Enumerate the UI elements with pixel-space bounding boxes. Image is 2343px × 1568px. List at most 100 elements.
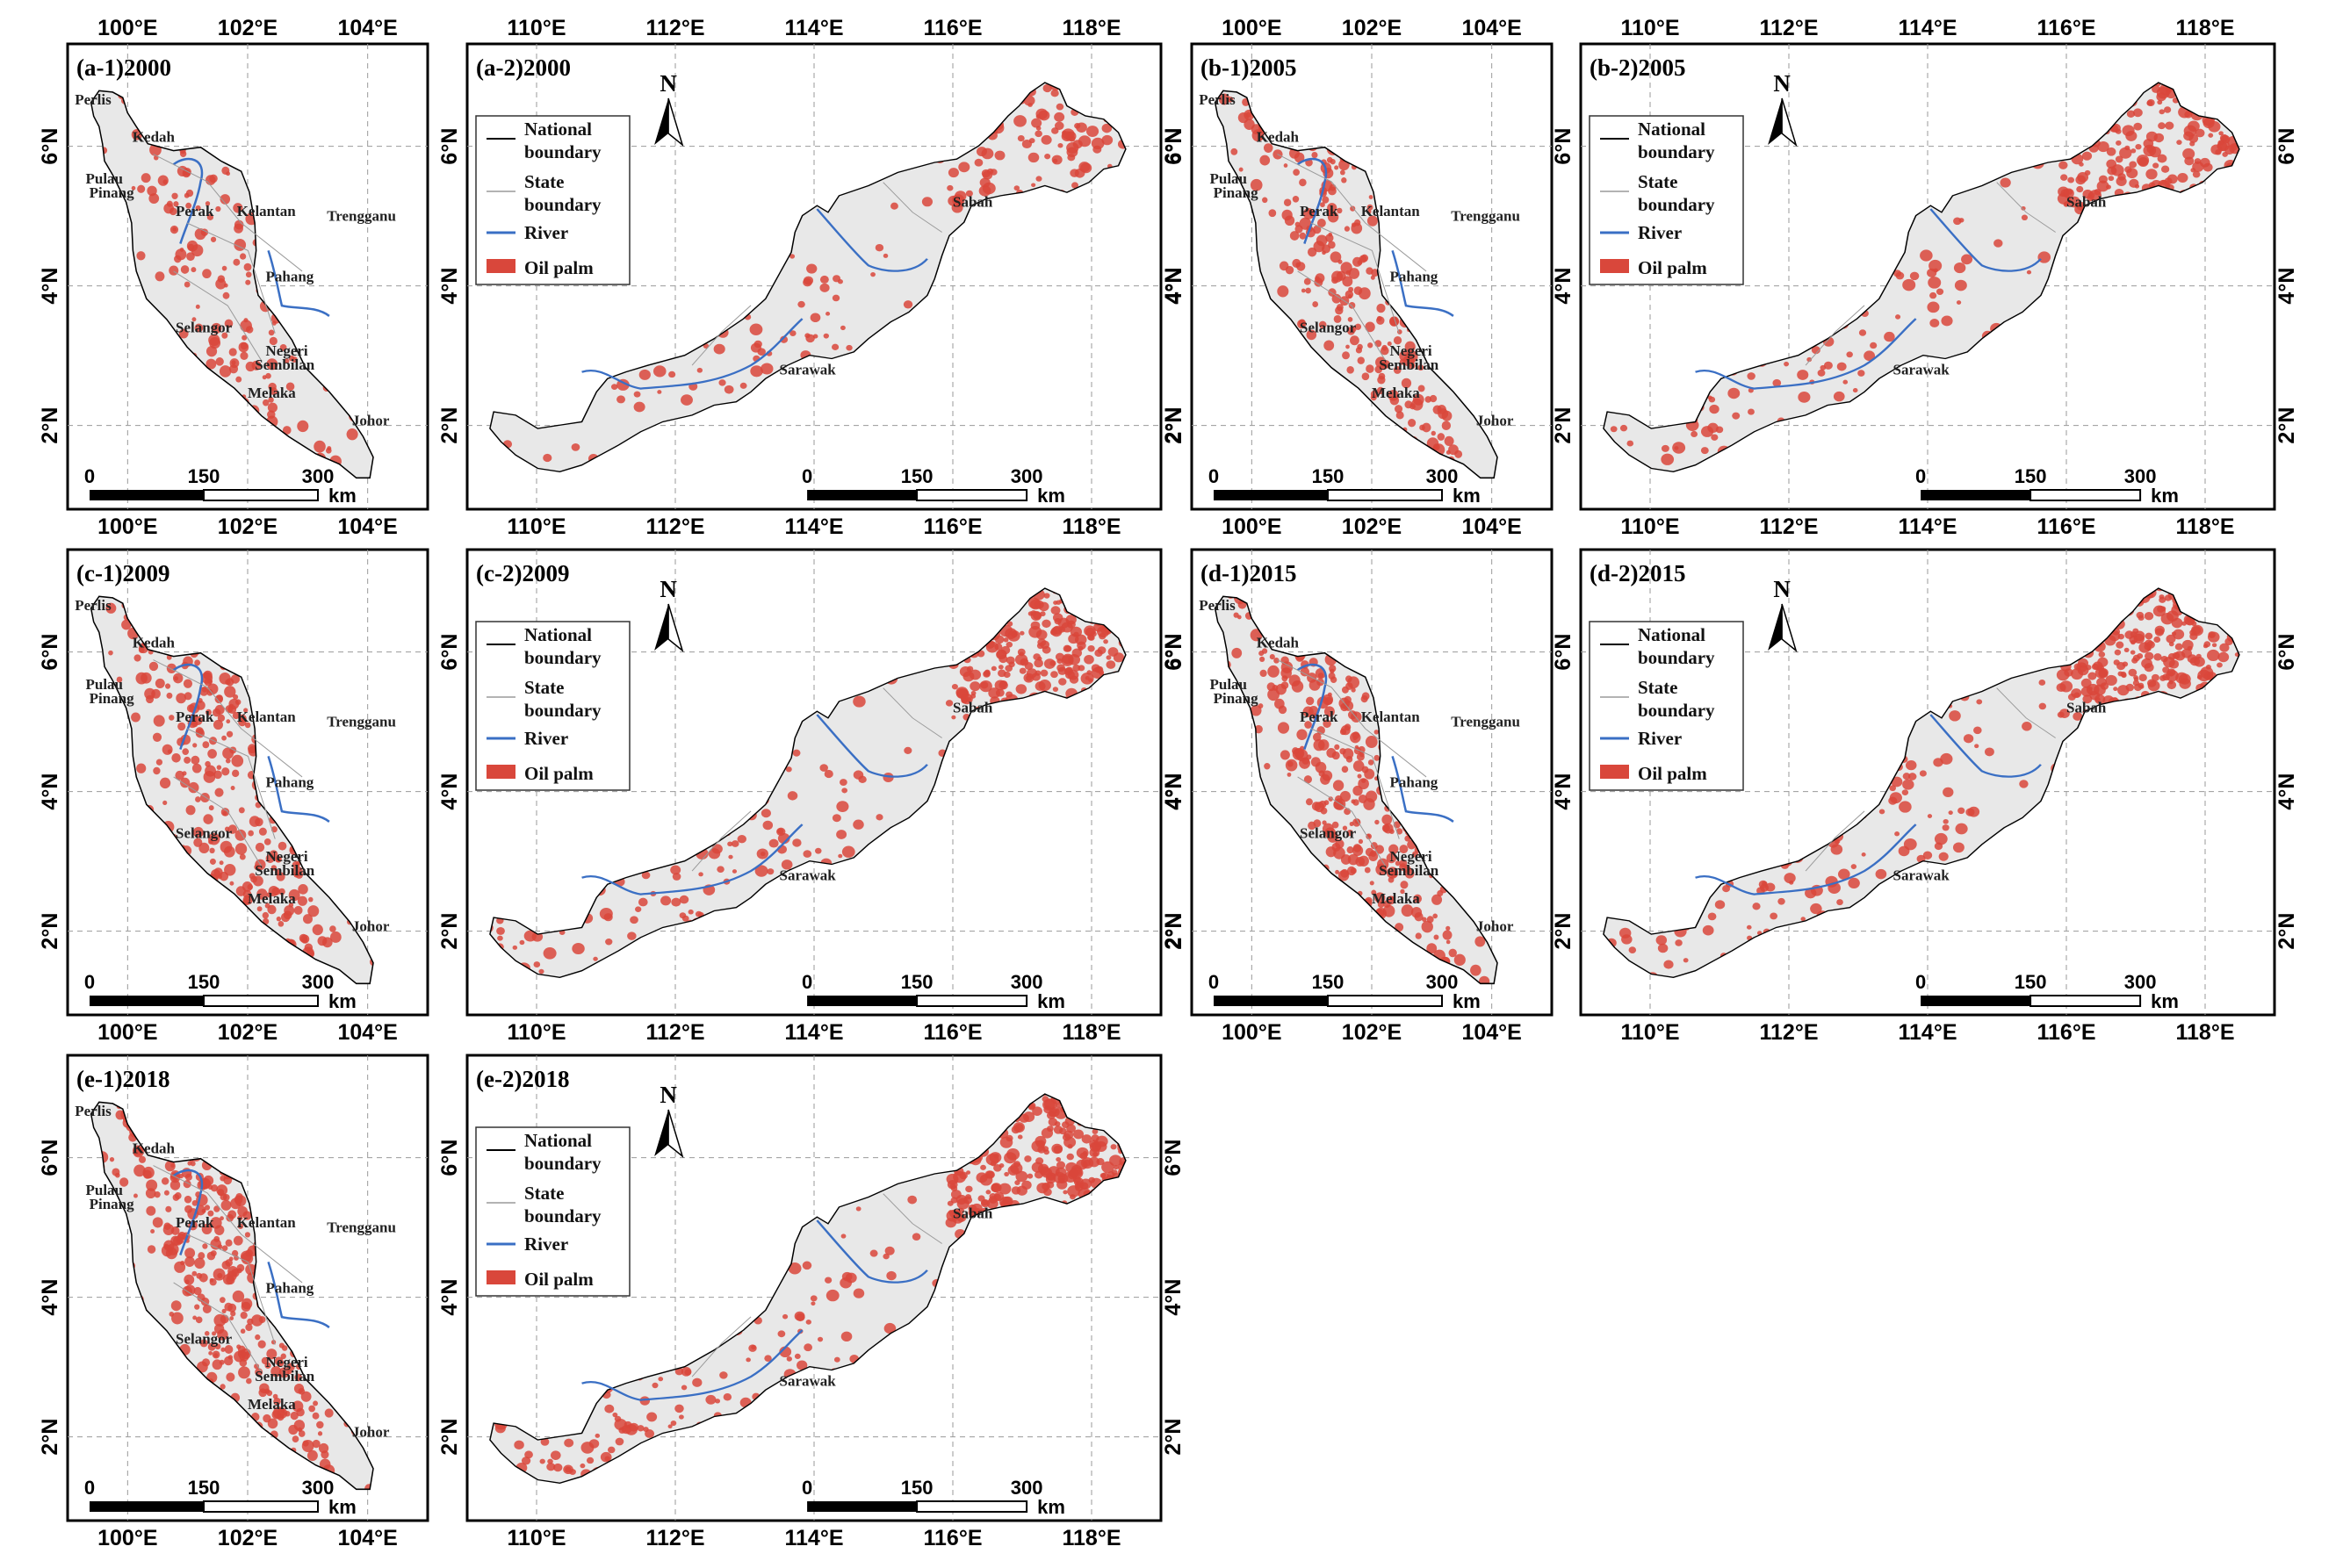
state-label: Sarawak [780,361,837,378]
scale-label: 150 [188,971,220,993]
oil-palm-patch [1269,654,1275,660]
oil-palm-patch [138,1155,147,1163]
oil-palm-patch [1758,880,1768,888]
oil-palm-patch [1357,773,1362,779]
river [1296,157,1454,317]
scale-segment-white [1327,995,1443,1007]
oil-palm-patch [1308,679,1321,691]
x-tick-label: 102°E [1342,514,1402,539]
oil-palm-patch [105,602,117,614]
oil-palm-patch [180,777,191,788]
legend-national-line1: National [1638,119,1705,140]
oil-palm-patch [166,663,177,674]
scale-label: 150 [2015,465,2047,487]
scale-unit: km [328,485,357,507]
oil-palm-patch [279,343,287,351]
oil-palm-patch [131,185,136,191]
oil-palm-patch [182,748,190,756]
oil-palm-patch [220,1384,226,1390]
oil-palm-patch [232,711,240,720]
oil-palm-patch [152,1217,163,1228]
oil-palm-patch [524,1450,533,1459]
oil-palm-patch [1278,705,1287,715]
panel-title: (a-1)2000 [76,54,171,81]
oil-palm-patch [2179,678,2191,689]
oil-palm-patch [288,888,300,902]
oil-palm-patch [213,770,222,780]
oil-palm-patch [200,793,210,803]
oil-palm-patch [2218,131,2224,136]
panel-title: (c-1)2009 [76,560,169,586]
oil-palm-patch [633,401,645,413]
oil-palm-patch [1437,433,1445,441]
oil-palm-patch [572,942,585,955]
oil-palm-patch [209,174,218,183]
x-tick-label-top: 116°E [2037,16,2095,40]
oil-palm-patch [2187,120,2200,133]
oil-palm-patch [825,1277,833,1284]
oil-palm-patch [317,1431,323,1436]
river [581,714,928,895]
oil-palm-patch [1956,300,1962,305]
state-label: Johor [352,1424,390,1441]
state-label: Perak [176,1214,214,1231]
oil-palm-patch [616,395,626,404]
oil-palm-patch [1370,394,1377,401]
oil-palm-patch [1421,422,1431,433]
oil-palm-patch [985,641,999,653]
oil-palm-patch [199,1339,208,1348]
oil-palm-patch [2144,611,2154,621]
oil-palm-patch [832,343,840,350]
oil-palm-patch [220,1347,226,1352]
state-label: Pulau [1210,170,1248,187]
oil-palm-patch [1106,655,1112,660]
oil-palm-patch [1378,372,1386,380]
oil-palm-patch [1702,924,1714,936]
oil-palm-patch [213,708,221,717]
oil-palm-patch [266,358,278,370]
oil-palm-patch [2124,630,2135,639]
oil-palm-patch [780,335,789,343]
oil-palm-patch [886,1270,897,1281]
panel-title: (d-2)2015 [1590,560,1686,586]
oil-palm-patch [1371,889,1377,895]
x-tick-label: 110°E [507,1526,566,1550]
state-label: Pulau [86,1182,124,1198]
x-tick-label: 116°E [923,1020,982,1045]
oil-palm-patch [256,906,263,912]
oil-palm-patch [2137,653,2144,659]
oil-palm-patch [2130,650,2136,655]
oil-palm-patch [1019,667,1027,674]
oil-palm-patch [1657,943,1669,953]
oil-palm-patch [222,811,227,816]
oil-palm-patch [1984,747,1994,757]
oil-palm-patch [1006,641,1013,648]
oil-palm-patch [1747,372,1755,380]
state-boundary [153,659,303,867]
oil-palm-patch [2192,170,2201,178]
oil-palm-patch [319,1458,331,1471]
state-label: Kelantan [237,203,297,219]
oil-palm-patch [1974,744,1979,749]
oil-palm-patch [2139,685,2145,689]
oil-palm-patch [870,271,876,277]
oil-palm-patch [2056,683,2066,693]
oil-palm-patch [226,1213,234,1222]
y-tick-label-left: 2°N [1162,913,1186,950]
oil-palm-patch [321,937,333,948]
oil-palm-patch [2217,140,2230,152]
oil-palm-patch [1870,342,1878,349]
x-tick-label: 116°E [2037,1020,2095,1045]
oil-palm-patch [1387,341,1392,347]
oil-palm-patch [1090,630,1097,637]
oil-palm-patch [245,271,252,278]
oil-palm-patch [221,166,230,175]
oil-palm-patch [131,712,141,723]
oil-palm-patch [1672,442,1686,454]
oil-palm-patch [713,343,725,355]
oil-palm-patch [1784,361,1790,367]
oil-palm-patch [2021,214,2029,221]
oil-palm-patch [1711,434,1719,441]
oil-palm-patch [321,1450,329,1459]
oil-palm-patch [1842,379,1849,385]
